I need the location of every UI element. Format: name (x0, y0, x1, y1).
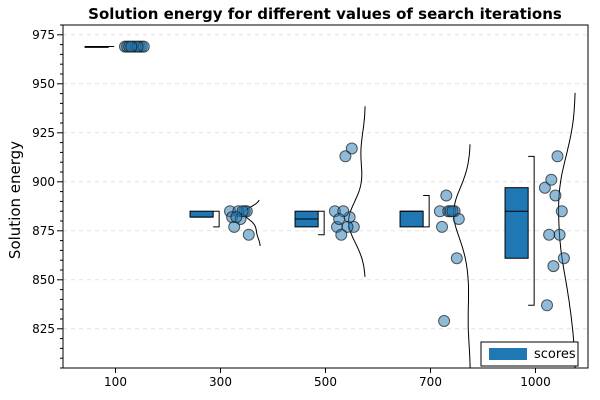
data-points (119, 40, 570, 327)
point-1000-3 (541, 299, 553, 312)
y-axis-label: Solution energy (6, 141, 24, 259)
axes: 825 850 875 900 925 950 975 100 300 500 700 1000 (32, 24, 551, 389)
box-300 (189, 210, 220, 228)
point-300-7 (242, 228, 255, 241)
point-1000-0 (538, 181, 551, 194)
density-curve-700 (453, 144, 471, 369)
box-rect-700 (399, 210, 424, 228)
point-1000-6 (543, 228, 556, 241)
x-tick-label-100: 100 (104, 375, 127, 389)
x-tick-label-300: 300 (209, 375, 232, 389)
density-curve-500 (348, 106, 366, 277)
point-700-7 (452, 213, 465, 225)
legend: scores (480, 341, 579, 367)
point-1000-5 (549, 189, 562, 202)
whisker-300 (213, 210, 220, 228)
y-tick-label-925: 925 (32, 126, 55, 140)
y-tick-label-975: 975 (32, 28, 55, 42)
box-1000 (504, 155, 535, 306)
point-1000-8 (551, 150, 564, 163)
legend-swatch-scores (489, 348, 527, 360)
whisker-1000 (528, 155, 535, 306)
box-rect-1000 (504, 187, 529, 259)
point-300-9 (230, 211, 243, 224)
point-500-9 (335, 228, 348, 241)
x-tick-label-1000: 1000 (520, 375, 551, 389)
y-tick-label-825: 825 (32, 322, 55, 336)
box-plots (84, 46, 535, 306)
y-tick-label-875: 875 (32, 224, 55, 238)
point-700-4 (450, 252, 463, 265)
point-300-6 (228, 220, 241, 233)
point-700-3 (436, 220, 448, 233)
chart-title: Solution energy for different values of … (88, 5, 562, 23)
box-100 (84, 46, 115, 48)
point-1000-7 (557, 252, 570, 265)
point-100-9 (125, 40, 138, 53)
x-tick-label-500: 500 (314, 375, 337, 389)
point-700-6 (438, 315, 451, 327)
legend-label-scores: scores (534, 347, 576, 362)
point-700-8 (446, 205, 459, 218)
y-tick-label-950: 950 (32, 77, 55, 91)
box-500 (294, 210, 325, 236)
grid-layer (63, 34, 588, 330)
point-1000-1 (553, 228, 566, 241)
x-tick-label-700: 700 (419, 375, 442, 389)
whisker-700 (423, 195, 430, 228)
point-500-6 (333, 213, 346, 225)
point-500-4 (345, 142, 358, 155)
point-1000-9 (545, 173, 558, 186)
box-rect-300 (189, 210, 214, 218)
point-1000-4 (555, 205, 568, 218)
point-500-8 (341, 220, 354, 233)
point-700-9 (440, 189, 453, 202)
y-tick-label-900: 900 (32, 175, 55, 189)
point-500-5 (339, 150, 352, 163)
y-tick-label-850: 850 (32, 273, 55, 287)
point-1000-2 (547, 260, 560, 273)
whisker-500 (318, 210, 325, 236)
box-700 (399, 195, 430, 228)
